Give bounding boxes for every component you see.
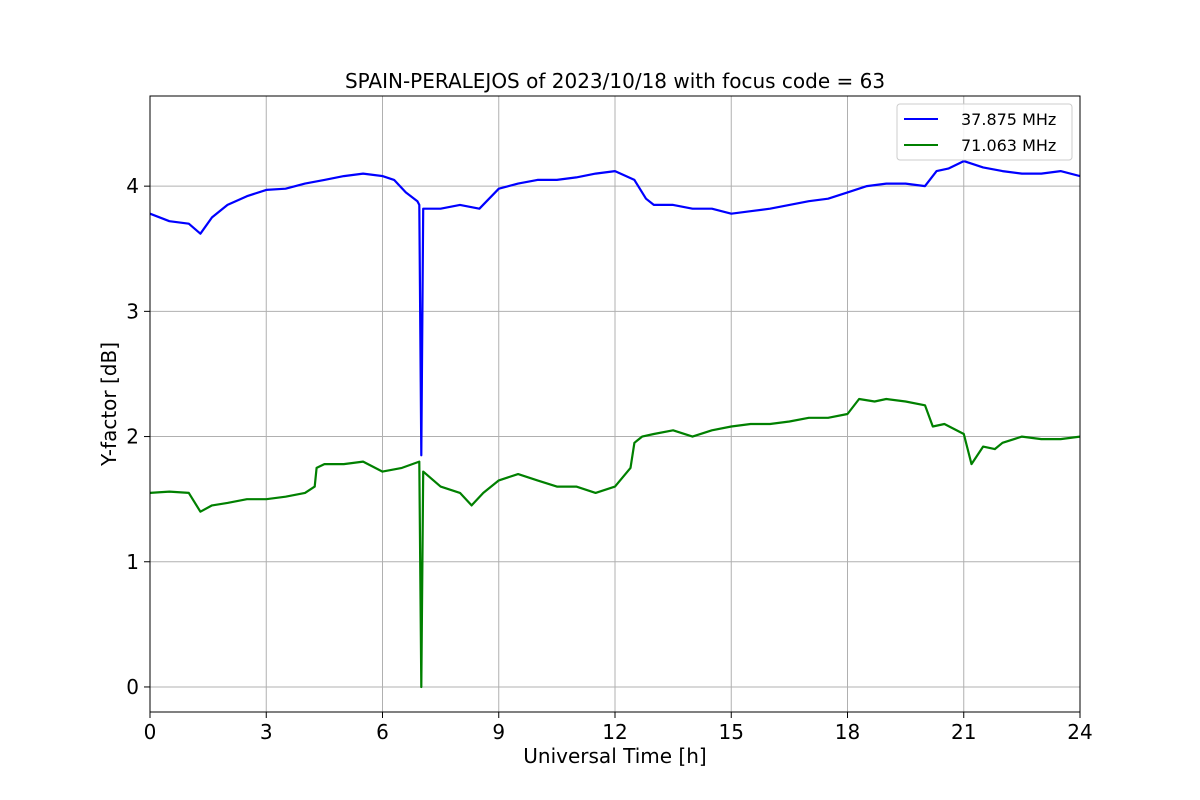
x-tick-label: 18	[835, 720, 860, 744]
x-tick-label: 9	[492, 720, 505, 744]
legend: 37.875 MHz 71.063 MHz	[896, 103, 1073, 161]
x-tick-label: 0	[144, 720, 157, 744]
x-tick-label: 6	[376, 720, 389, 744]
series-layer	[150, 160, 1080, 689]
x-tick-label: 15	[719, 720, 744, 744]
series-line-37-875-mhz	[150, 160, 1080, 457]
y-tick-label: 0	[126, 675, 139, 699]
legend-label-71063: 71.063 MHz	[961, 136, 1056, 155]
x-tick-label: 24	[1067, 720, 1092, 744]
y-axis-ticks: 0 1 2 3 4	[126, 174, 150, 699]
legend-box	[896, 103, 1073, 161]
y-tick-label: 4	[126, 174, 139, 198]
grid-lines	[149, 96, 1081, 712]
x-axis-ticks: 0 3 6 9 12 15 18 21 24	[144, 712, 1093, 744]
x-axis-label: Universal Time [h]	[523, 744, 706, 768]
x-tick-label: 3	[260, 720, 273, 744]
x-tick-label: 12	[602, 720, 627, 744]
y-tick-label: 3	[126, 299, 139, 323]
chart-title: SPAIN-PERALEJOS of 2023/10/18 with focus…	[345, 69, 885, 93]
x-tick-label: 21	[951, 720, 976, 744]
y-tick-label: 1	[126, 550, 139, 574]
y-axis-label: Y-factor [dB]	[97, 342, 121, 467]
legend-label-37875: 37.875 MHz	[961, 110, 1056, 129]
series-line-71-063-mhz	[150, 397, 1080, 689]
y-tick-label: 2	[126, 425, 139, 449]
